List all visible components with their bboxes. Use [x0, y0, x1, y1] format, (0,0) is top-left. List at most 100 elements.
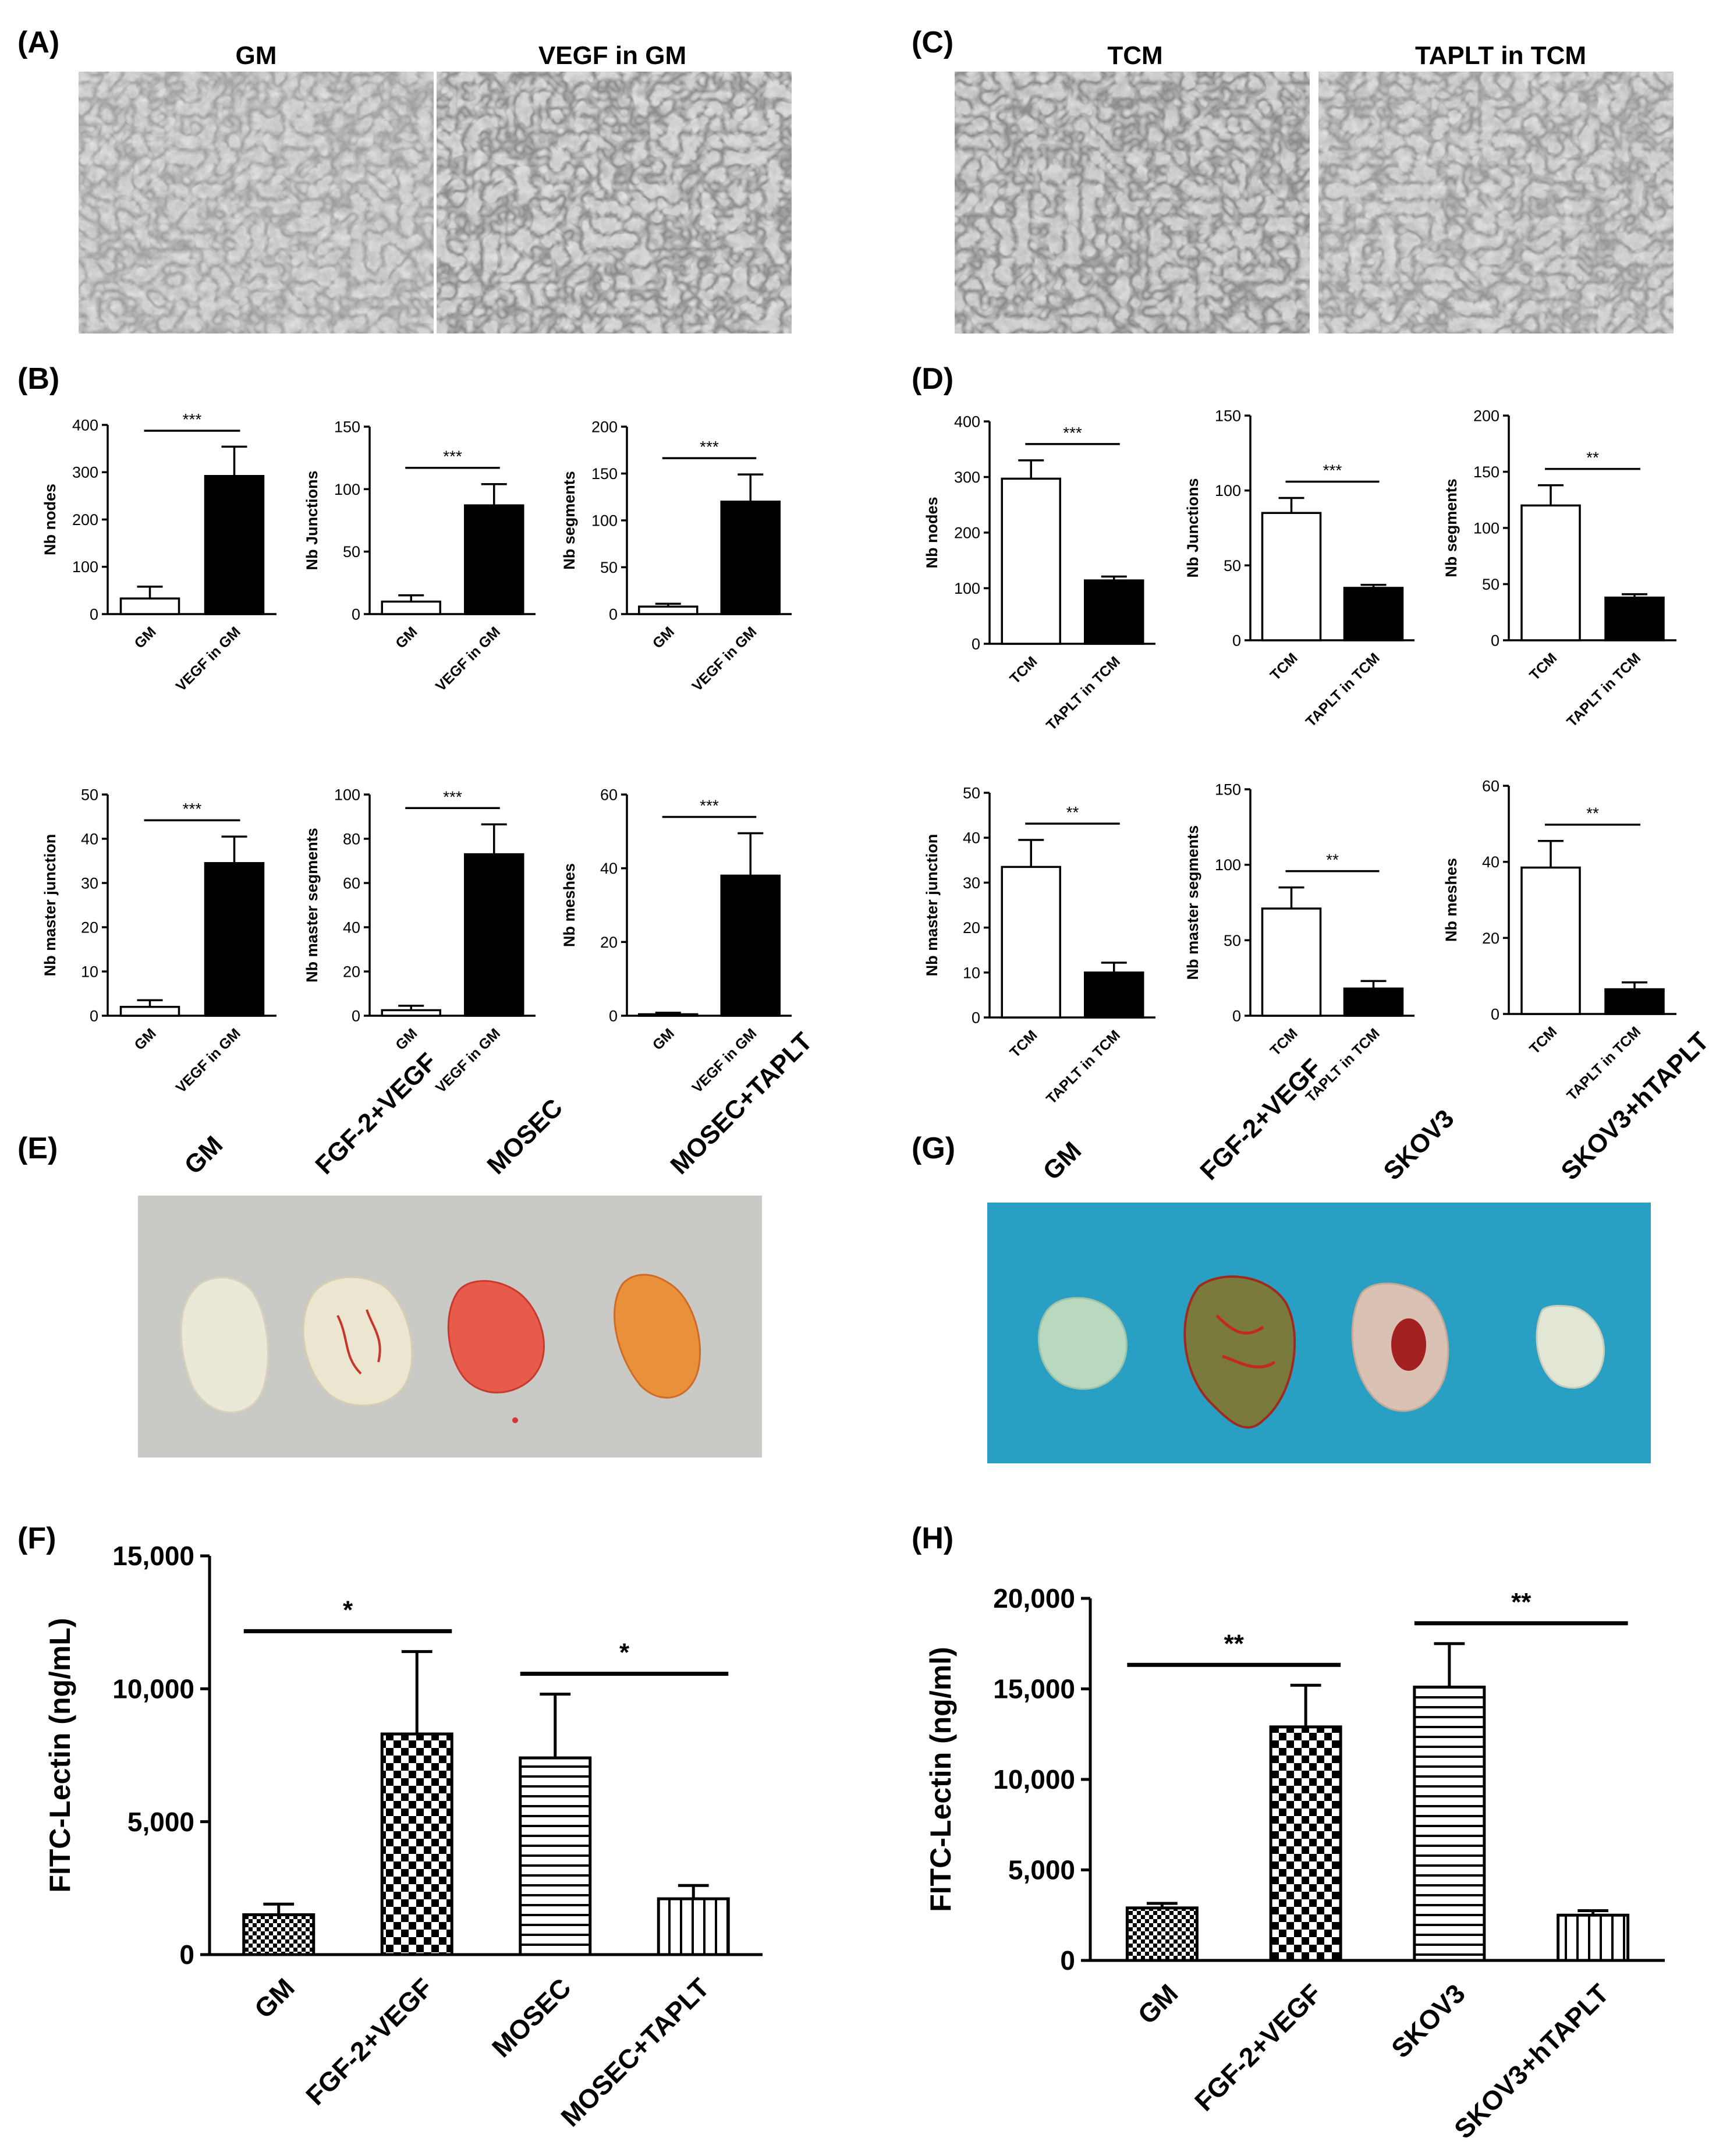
y-tick-label: 60	[1482, 777, 1499, 795]
bar	[204, 475, 265, 615]
bar	[638, 1013, 699, 1017]
y-tick-label: 100	[1215, 856, 1241, 874]
plug-e-fgf2-vegf	[302, 1276, 413, 1407]
category-label: GM	[650, 1025, 678, 1053]
plug-photo-g	[987, 1203, 1651, 1463]
bar	[1001, 866, 1061, 1019]
plug-g-fgf2-vegf	[1183, 1275, 1296, 1429]
bar	[657, 1897, 730, 1956]
significance-label: **	[1066, 803, 1079, 821]
y-tick-label: 20	[600, 934, 618, 951]
bar	[1001, 477, 1061, 645]
y-tick-label: 60	[600, 786, 618, 803]
y-tick-label: 50	[1224, 932, 1241, 949]
plug-label-e-mosec: MOSEC	[481, 1093, 568, 1180]
significance-label: *	[343, 1595, 353, 1624]
y-tick-label: 200	[954, 524, 980, 541]
panel-label-c: (C)	[912, 26, 953, 59]
bar	[1520, 504, 1581, 641]
plug-e-mosec-taplt	[614, 1274, 701, 1399]
y-tick-label: 100	[1473, 519, 1499, 537]
category-label: VEGF in GM	[689, 623, 760, 694]
y-tick-label: 10,000	[112, 1673, 194, 1704]
category-label: SKOV3	[1385, 1978, 1471, 2063]
y-tick-label: 40	[963, 829, 980, 847]
bar	[242, 1913, 315, 1956]
category-label: TCM	[1006, 653, 1040, 687]
panel-label-b: (B)	[17, 362, 59, 396]
bar	[1269, 1725, 1342, 1962]
bar	[380, 1732, 453, 1956]
y-tick-label: 10	[81, 963, 98, 980]
category-label: GM	[131, 1025, 159, 1053]
bar	[1520, 866, 1581, 1015]
y-tick-label: 400	[72, 416, 98, 434]
y-axis-label: Nb nodes	[41, 484, 59, 555]
y-tick-label: 30	[81, 874, 98, 892]
category-label: TAPLT in TCM	[1303, 650, 1383, 730]
y-tick-label: 5,000	[127, 1807, 194, 1837]
y-tick-label: 100	[954, 580, 980, 597]
y-axis-label: FITC-Lectin (ng/ml)	[924, 1647, 957, 1912]
significance-label: ***	[1323, 462, 1342, 480]
y-tick-label: 0	[352, 1007, 360, 1024]
category-label: GM	[650, 623, 678, 651]
chart-h: 0 5,000 10,000 15,000 20,000 FITC-Lectin (ng/…	[924, 1583, 1665, 2144]
y-axis-label: Nb segments	[561, 471, 578, 570]
y-axis-label: Nb nodes	[923, 497, 941, 568]
chart-d1: 0 100 200 300 400 Nb nodes TCM TAPLT in TCM ***	[923, 413, 1155, 733]
category-label: TCM	[1006, 1027, 1040, 1061]
plug-label-g-gm: GM	[1037, 1136, 1087, 1186]
category-label: TAPLT in TCM	[1564, 650, 1644, 730]
plug-g-gm	[1037, 1297, 1128, 1390]
chart-d3: 0 50 100 150 200 Nb segments TCM TAPLT in TCM **	[1442, 407, 1676, 730]
significance-label: ***	[1063, 424, 1082, 442]
y-tick-label: 0	[1491, 632, 1499, 649]
bar	[1125, 1906, 1199, 1962]
y-tick-label: 20	[963, 919, 980, 937]
y-tick-label: 100	[591, 512, 618, 529]
y-axis-label: Nb meshes	[1442, 858, 1460, 942]
y-tick-label: 0	[1232, 632, 1241, 649]
plug-label-e-fgf2-vegf: FGF-2+VEGF	[310, 1048, 442, 1180]
category-label: GM	[392, 1025, 420, 1053]
bar	[204, 862, 265, 1017]
y-tick-label: 0	[1491, 1005, 1499, 1023]
y-tick-label: 0	[609, 1007, 618, 1024]
category-label: TAPLT in TCM	[1043, 653, 1123, 733]
bar	[381, 600, 441, 615]
y-tick-label: 50	[81, 786, 98, 803]
micro-title-vegf-in-gm: VEGF in GM	[538, 41, 686, 70]
bar	[519, 1756, 592, 1956]
chart-b4: 0 10 20 30 40 50 Nb master junction GM VEGF in G…	[41, 786, 276, 1096]
bar	[1604, 596, 1665, 641]
significance-label: **	[1326, 851, 1339, 869]
significance-label: ***	[700, 438, 719, 456]
chart-b2: 0 50 100 150 Nb Junctions GM VEGF in GM ***	[303, 418, 536, 694]
significance-label: **	[1586, 449, 1599, 467]
y-tick-label: 0	[179, 1939, 194, 1970]
chart-b5: 0 20 40 60 80 100 Nb master segments GM VEGF in …	[303, 786, 536, 1096]
panel-label-g: (G)	[912, 1132, 955, 1165]
category-label: VEGF in GM	[433, 1025, 504, 1096]
y-tick-label: 0	[609, 605, 618, 623]
chart-f: 0 5,000 10,000 15,000 FITC-Lectin (ng/mL) GM F…	[44, 1541, 763, 2132]
plug-e-mosec	[447, 1280, 545, 1423]
y-tick-label: 50	[1482, 576, 1499, 593]
micro-title-tcm: TCM	[1107, 41, 1162, 70]
y-tick-label: 150	[1215, 407, 1241, 424]
y-tick-label: 10,000	[993, 1764, 1075, 1795]
category-label: GM	[392, 623, 420, 651]
category-label: FGF-2+VEGF	[1189, 1978, 1327, 2116]
category-label: VEGF in GM	[173, 623, 244, 694]
y-tick-label: 50	[1224, 557, 1241, 575]
y-tick-label: 40	[81, 830, 98, 847]
bar	[464, 504, 524, 615]
category-label: TCM	[1526, 1023, 1560, 1057]
y-tick-label: 150	[334, 418, 360, 435]
y-tick-label: 100	[334, 481, 360, 498]
category-label: MOSEC	[486, 1972, 577, 2063]
category-label: GM	[1132, 1978, 1183, 2030]
y-tick-label: 50	[963, 784, 980, 802]
category-label: GM	[131, 623, 159, 651]
